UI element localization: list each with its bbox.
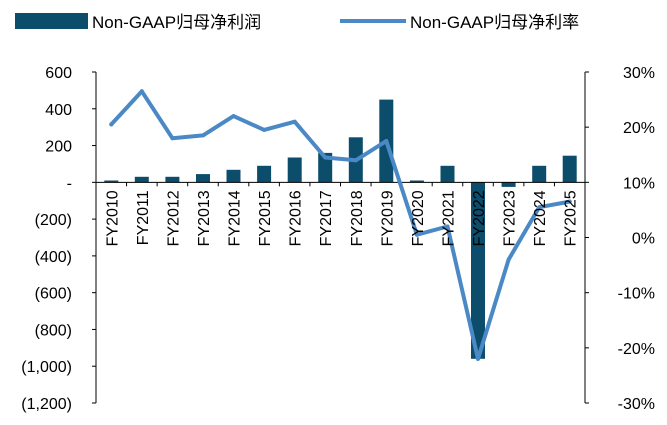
x-tick-label: FY2014 [227,190,244,246]
line-point-FY2012 [170,136,175,141]
bar-FY2016 [287,157,302,183]
x-axis-ticks: FY2010 FY2011 FY2012 FY2013 FY2014 FY2015 FY20… [104,190,579,246]
line-point-FY2019 [384,139,389,143]
x-tick-label: FY2015 [257,190,274,246]
bar-FY2015 [257,165,272,183]
line-point-FY2015 [262,127,267,132]
line-point-FY2017 [323,155,328,160]
right-tick-label: 20% [623,120,655,137]
x-tick-label: FY2025 [563,190,580,246]
line-point-FY2020 [414,232,419,237]
bar-FY2013 [196,174,210,183]
left-tick-label: 400 [45,102,72,119]
legend-bar-label: Non-GAAP归母净利润 [92,13,261,32]
left-tick-label: 600 [45,65,72,82]
right-tick-label: 0% [632,231,655,248]
legend: Non-GAAP归母净利润 Non-GAAP归母净利率 [15,13,579,32]
right-tick-label: -10% [618,286,655,303]
line-point-FY2023 [506,257,511,262]
line-series [109,89,572,361]
line-point-FY2022 [476,356,480,361]
x-tick-label: FY2021 [440,190,457,246]
x-tick-label: FY2024 [532,190,549,246]
bar-FY2024 [532,165,547,183]
line-point-FY2010 [109,122,114,127]
line-point-FY2011 [139,89,144,94]
legend-bar-swatch [15,13,88,29]
x-tick-label: FY2013 [196,190,213,246]
bar-series [104,99,577,359]
line-point-FY2024 [537,205,542,210]
bar-FY2017 [318,152,333,183]
bar-FY2010 [104,180,119,183]
x-tick-label: FY2011 [135,190,152,245]
right-axis-ticks: 30% 20% 10% 0% -10% -20% -30% [585,65,655,413]
bar-FY2022 [471,182,485,359]
bar-FY2020 [409,180,424,183]
left-tick-label: (800) [35,322,72,339]
bar-FY2021 [440,165,455,183]
line-point-FY2021 [445,224,450,229]
x-tick-label: FY2020 [410,190,427,246]
x-tick-label: FY2010 [104,190,121,246]
line-point-FY2013 [201,133,205,138]
line-net-margin [109,89,572,361]
left-tick-label: (1,000) [21,359,72,376]
line-point-FY2025 [567,199,572,204]
bar-FY2012 [165,176,180,183]
bar-FY2023 [501,182,516,187]
x-tick-label: FY2018 [349,190,366,246]
line-point-FY2014 [231,114,236,119]
x-tick-label: FY2016 [288,190,305,246]
left-tick-label: (1,200) [21,396,72,413]
line-point-FY2016 [292,119,297,124]
left-tick-label: (600) [35,286,72,303]
left-tick-label: - [67,175,72,192]
right-tick-label: 30% [623,65,655,82]
right-tick-label: -20% [618,341,655,358]
x-tick-label: FY2023 [502,190,519,246]
bar-FY2025 [562,155,577,183]
right-tick-label: 10% [623,175,655,192]
x-tick-label: FY2017 [318,190,335,246]
right-tick-label: -30% [618,396,655,413]
left-tick-label: (200) [35,212,72,229]
left-tick-label: 200 [45,139,72,156]
x-tick-label: FY2022 [471,190,488,246]
line-point-FY2018 [353,158,358,163]
bar-FY2011 [134,176,149,183]
bar-FY2014 [226,169,241,183]
x-tick-label: FY2012 [165,190,182,246]
left-tick-label: (400) [35,249,72,266]
left-axis-ticks: 600 400 200 - (200) (400) (600) (800) (1,000) (1,… [21,65,96,413]
x-tick-label: FY2019 [379,190,396,246]
legend-line-label: Non-GAAP归母净利率 [410,13,579,32]
